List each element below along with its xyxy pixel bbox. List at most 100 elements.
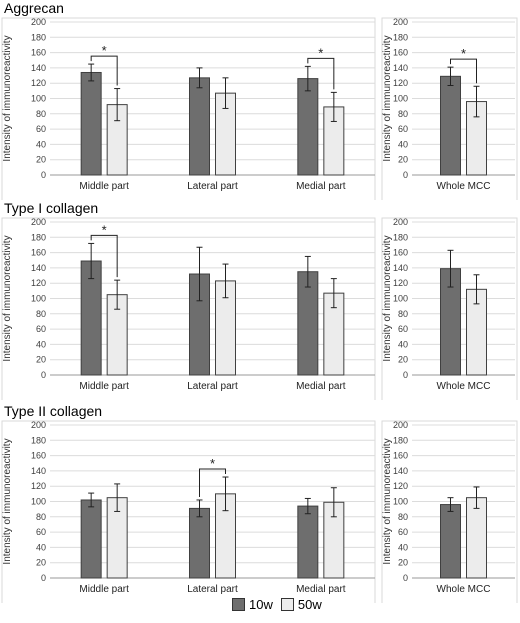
y-tick-label-140: 140 bbox=[31, 263, 46, 273]
y-tick-label-160: 160 bbox=[31, 451, 46, 461]
y-tick-label-20: 20 bbox=[398, 558, 408, 568]
y-tick-label-120: 120 bbox=[31, 481, 46, 491]
y-tick-label-200: 200 bbox=[31, 420, 46, 430]
plot-frame-left bbox=[1, 420, 376, 603]
y-tick-label-0: 0 bbox=[403, 170, 408, 180]
x-tick-label-medial-part: Medial part bbox=[296, 181, 346, 192]
y-tick-label-40: 40 bbox=[398, 139, 408, 149]
y-tick-label-20: 20 bbox=[36, 558, 46, 568]
panel-title-aggrecan: Aggrecan bbox=[4, 0, 64, 16]
y-tick-label-160: 160 bbox=[31, 48, 46, 58]
bar-10w-whole-mcc bbox=[440, 504, 461, 579]
bar-10w-lateral-part bbox=[189, 77, 210, 176]
y-tick-label-120: 120 bbox=[393, 278, 408, 288]
y-tick-label-120: 120 bbox=[31, 278, 46, 288]
x-tick-label-medial-part: Medial part bbox=[296, 584, 346, 595]
y-tick-label-80: 80 bbox=[36, 309, 46, 319]
y-tick-label-200: 200 bbox=[393, 17, 408, 27]
y-tick-label-140: 140 bbox=[393, 263, 408, 273]
legend-swatch-50w bbox=[280, 598, 294, 611]
y-tick-label-60: 60 bbox=[36, 324, 46, 334]
y-tick-label-100: 100 bbox=[31, 497, 46, 507]
x-tick-label-middle-part: Middle part bbox=[79, 381, 129, 392]
y-tick-label-0: 0 bbox=[403, 370, 408, 380]
y-tick-label-100: 100 bbox=[31, 94, 46, 104]
plot-frame-right bbox=[381, 217, 518, 400]
y-tick-label-200: 200 bbox=[393, 420, 408, 430]
y-tick-label-180: 180 bbox=[393, 435, 408, 445]
x-tick-label-lateral-part: Lateral part bbox=[187, 181, 238, 192]
y-tick-label-180: 180 bbox=[31, 32, 46, 42]
y-tick-label-40: 40 bbox=[36, 339, 46, 349]
y-tick-label-60: 60 bbox=[36, 527, 46, 537]
legend-item-10w: 10w bbox=[232, 597, 273, 612]
y-tick-label-40: 40 bbox=[36, 542, 46, 552]
panel-title-type-i-collagen: Type I collagen bbox=[4, 200, 99, 216]
y-tick-label-80: 80 bbox=[398, 512, 408, 522]
y-tick-label-60: 60 bbox=[398, 124, 408, 134]
plot-frame-right bbox=[381, 420, 518, 603]
y-tick-label-0: 0 bbox=[41, 573, 46, 583]
legend-swatch-10w bbox=[232, 598, 245, 611]
bar-10w-middle-part bbox=[80, 499, 102, 579]
y-tick-label-40: 40 bbox=[398, 542, 408, 552]
bar-10w-middle-part bbox=[80, 71, 102, 176]
y-tick-label-180: 180 bbox=[31, 232, 46, 242]
significance-bracket-middle-part bbox=[90, 234, 118, 278]
plot-frame-left bbox=[1, 217, 376, 400]
y-tick-label-160: 160 bbox=[393, 248, 408, 258]
bar-50w-whole-mcc bbox=[466, 497, 487, 579]
bar-10w-medial-part bbox=[297, 505, 319, 579]
y-tick-label-0: 0 bbox=[403, 573, 408, 583]
y-tick-label-40: 40 bbox=[398, 339, 408, 349]
y-tick-label-140: 140 bbox=[393, 466, 408, 476]
y-axis-label: Intensity of immunoreactivity bbox=[2, 35, 13, 161]
y-tick-label-120: 120 bbox=[393, 481, 408, 491]
y-tick-label-80: 80 bbox=[36, 512, 46, 522]
y-tick-label-100: 100 bbox=[393, 94, 408, 104]
y-tick-label-60: 60 bbox=[398, 324, 408, 334]
y-tick-label-120: 120 bbox=[31, 78, 46, 88]
y-tick-label-140: 140 bbox=[393, 63, 408, 73]
y-axis-label: Intensity of immunoreactivity bbox=[382, 438, 393, 564]
y-tick-label-140: 140 bbox=[31, 63, 46, 73]
significance-star-medial-part: * bbox=[318, 45, 323, 60]
y-tick-label-20: 20 bbox=[398, 355, 408, 365]
legend-label-10w: 10w bbox=[249, 597, 273, 612]
x-tick-label-whole-mcc: Whole MCC bbox=[437, 584, 491, 595]
significance-star-middle-part: * bbox=[102, 43, 107, 58]
y-axis-label: Intensity of immunoreactivity bbox=[2, 235, 13, 361]
x-tick-label-lateral-part: Lateral part bbox=[187, 381, 238, 392]
y-tick-label-60: 60 bbox=[36, 124, 46, 134]
y-tick-label-180: 180 bbox=[31, 435, 46, 445]
y-tick-label-160: 160 bbox=[31, 248, 46, 258]
subplot-left: 0 20 40 60 80 100 120 140 160 180 200 Intensity of … bbox=[1, 420, 376, 603]
y-axis-label: Intensity of immunoreactivity bbox=[382, 235, 393, 361]
significance-bracket-middle-part bbox=[90, 55, 118, 86]
bar-10w-lateral-part bbox=[189, 507, 210, 579]
y-axis-label: Intensity of immunoreactivity bbox=[2, 438, 13, 564]
x-tick-label-whole-mcc: Whole MCC bbox=[437, 381, 491, 392]
x-tick-label-whole-mcc: Whole MCC bbox=[437, 181, 491, 192]
y-tick-label-160: 160 bbox=[393, 451, 408, 461]
x-tick-label-middle-part: Middle part bbox=[79, 181, 129, 192]
legend-label-50w: 50w bbox=[297, 597, 322, 612]
plot-frame-left bbox=[1, 17, 376, 200]
legend-item-50w: 50w bbox=[280, 597, 322, 612]
significance-star-middle-part: * bbox=[102, 222, 107, 237]
subplot-left: 0 20 40 60 80 100 120 140 160 180 200 Intensity of … bbox=[1, 217, 376, 400]
y-tick-label-20: 20 bbox=[36, 155, 46, 165]
y-axis-label: Intensity of immunoreactivity bbox=[382, 35, 393, 161]
plot-frame-right bbox=[381, 17, 518, 200]
significance-bracket-whole-mcc bbox=[450, 58, 477, 84]
y-tick-label-0: 0 bbox=[41, 170, 46, 180]
bar-10w-whole-mcc bbox=[440, 75, 461, 176]
y-tick-label-100: 100 bbox=[393, 497, 408, 507]
panel-title-type-ii-collagen: Type II collagen bbox=[4, 403, 103, 419]
significance-bracket-lateral-part bbox=[199, 468, 226, 497]
